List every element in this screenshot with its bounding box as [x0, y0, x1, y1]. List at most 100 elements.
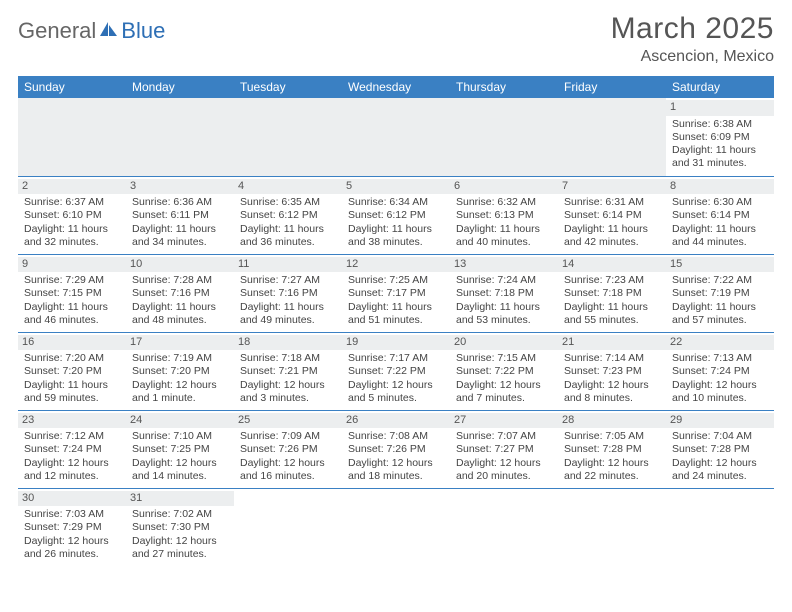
calendar-cell: 2Sunrise: 6:37 AMSunset: 6:10 PMDaylight…	[18, 176, 126, 254]
sunset-text: Sunset: 6:14 PM	[672, 209, 768, 222]
location-label: Ascencion, Mexico	[611, 48, 774, 66]
daylight1-text: Daylight: 11 hours	[132, 223, 228, 236]
sunset-text: Sunset: 6:12 PM	[348, 209, 444, 222]
day-number: 27	[450, 413, 558, 429]
calendar-body: 1Sunrise: 6:38 AMSunset: 6:09 PMDaylight…	[18, 98, 774, 566]
daylight1-text: Daylight: 12 hours	[672, 379, 768, 392]
daylight1-text: Daylight: 12 hours	[564, 379, 660, 392]
daylight2-text: and 46 minutes.	[24, 314, 120, 327]
sunset-text: Sunset: 7:25 PM	[132, 443, 228, 456]
daylight1-text: Daylight: 12 hours	[132, 379, 228, 392]
sunset-text: Sunset: 7:18 PM	[564, 287, 660, 300]
daylight1-text: Daylight: 12 hours	[672, 457, 768, 470]
day-number: 10	[126, 257, 234, 273]
calendar-cell: 21Sunrise: 7:14 AMSunset: 7:23 PMDayligh…	[558, 332, 666, 410]
calendar-row: 9Sunrise: 7:29 AMSunset: 7:15 PMDaylight…	[18, 254, 774, 332]
sunrise-text: Sunrise: 7:17 AM	[348, 352, 444, 365]
calendar-table: Sunday Monday Tuesday Wednesday Thursday…	[18, 76, 774, 566]
sunrise-text: Sunrise: 6:32 AM	[456, 196, 552, 209]
sunset-text: Sunset: 7:22 PM	[456, 365, 552, 378]
calendar-cell: 28Sunrise: 7:05 AMSunset: 7:28 PMDayligh…	[558, 410, 666, 488]
daylight1-text: Daylight: 11 hours	[132, 301, 228, 314]
calendar-cell: 26Sunrise: 7:08 AMSunset: 7:26 PMDayligh…	[342, 410, 450, 488]
calendar-cell: 29Sunrise: 7:04 AMSunset: 7:28 PMDayligh…	[666, 410, 774, 488]
day-number: 12	[342, 257, 450, 273]
brand-part2: Blue	[121, 18, 165, 44]
sunrise-text: Sunrise: 7:15 AM	[456, 352, 552, 365]
title-block: March 2025 Ascencion, Mexico	[611, 12, 774, 66]
sunset-text: Sunset: 7:28 PM	[672, 443, 768, 456]
sunrise-text: Sunrise: 6:31 AM	[564, 196, 660, 209]
sunrise-text: Sunrise: 7:25 AM	[348, 274, 444, 287]
calendar-cell: 19Sunrise: 7:17 AMSunset: 7:22 PMDayligh…	[342, 332, 450, 410]
day-number: 16	[18, 335, 126, 351]
calendar-cell	[558, 488, 666, 566]
header: General Blue March 2025 Ascencion, Mexic…	[18, 12, 774, 66]
daylight2-text: and 26 minutes.	[24, 548, 120, 561]
day-number: 9	[18, 257, 126, 273]
day-number: 3	[126, 179, 234, 195]
calendar-cell: 24Sunrise: 7:10 AMSunset: 7:25 PMDayligh…	[126, 410, 234, 488]
sunset-text: Sunset: 7:22 PM	[348, 365, 444, 378]
daylight1-text: Daylight: 12 hours	[132, 457, 228, 470]
calendar-cell: 11Sunrise: 7:27 AMSunset: 7:16 PMDayligh…	[234, 254, 342, 332]
daylight2-text: and 32 minutes.	[24, 236, 120, 249]
sunset-text: Sunset: 6:12 PM	[240, 209, 336, 222]
day-number: 19	[342, 335, 450, 351]
daylight1-text: Daylight: 11 hours	[24, 301, 120, 314]
day-number: 24	[126, 413, 234, 429]
day-number: 13	[450, 257, 558, 273]
daylight2-text: and 53 minutes.	[456, 314, 552, 327]
sunset-text: Sunset: 7:16 PM	[132, 287, 228, 300]
sunrise-text: Sunrise: 7:29 AM	[24, 274, 120, 287]
daylight2-text: and 40 minutes.	[456, 236, 552, 249]
sunrise-text: Sunrise: 7:09 AM	[240, 430, 336, 443]
daylight2-text: and 48 minutes.	[132, 314, 228, 327]
daylight2-text: and 42 minutes.	[564, 236, 660, 249]
day-number: 17	[126, 335, 234, 351]
calendar-cell: 23Sunrise: 7:12 AMSunset: 7:24 PMDayligh…	[18, 410, 126, 488]
day-number: 21	[558, 335, 666, 351]
calendar-cell: 5Sunrise: 6:34 AMSunset: 6:12 PMDaylight…	[342, 176, 450, 254]
sunset-text: Sunset: 7:15 PM	[24, 287, 120, 300]
daylight1-text: Daylight: 11 hours	[564, 301, 660, 314]
calendar-cell: 31Sunrise: 7:02 AMSunset: 7:30 PMDayligh…	[126, 488, 234, 566]
daylight1-text: Daylight: 12 hours	[564, 457, 660, 470]
daylight2-text: and 5 minutes.	[348, 392, 444, 405]
daylight2-text: and 57 minutes.	[672, 314, 768, 327]
sunset-text: Sunset: 7:28 PM	[564, 443, 660, 456]
daylight2-text: and 20 minutes.	[456, 470, 552, 483]
calendar-cell: 16Sunrise: 7:20 AMSunset: 7:20 PMDayligh…	[18, 332, 126, 410]
calendar-cell	[126, 98, 234, 176]
sunrise-text: Sunrise: 7:23 AM	[564, 274, 660, 287]
sunset-text: Sunset: 6:13 PM	[456, 209, 552, 222]
daylight2-text: and 51 minutes.	[348, 314, 444, 327]
daylight1-text: Daylight: 11 hours	[24, 223, 120, 236]
daylight2-text: and 16 minutes.	[240, 470, 336, 483]
brand-logo: General Blue	[18, 18, 165, 44]
calendar-cell: 1Sunrise: 6:38 AMSunset: 6:09 PMDaylight…	[666, 98, 774, 176]
sunset-text: Sunset: 6:11 PM	[132, 209, 228, 222]
sunrise-text: Sunrise: 7:10 AM	[132, 430, 228, 443]
sunrise-text: Sunrise: 6:37 AM	[24, 196, 120, 209]
daylight2-text: and 7 minutes.	[456, 392, 552, 405]
day-number: 25	[234, 413, 342, 429]
day-number: 31	[126, 491, 234, 507]
day-number: 5	[342, 179, 450, 195]
calendar-cell: 6Sunrise: 6:32 AMSunset: 6:13 PMDaylight…	[450, 176, 558, 254]
daylight1-text: Daylight: 12 hours	[348, 457, 444, 470]
sunset-text: Sunset: 7:24 PM	[24, 443, 120, 456]
sunrise-text: Sunrise: 7:07 AM	[456, 430, 552, 443]
weekday-header: Monday	[126, 76, 234, 98]
day-number: 30	[18, 491, 126, 507]
day-number: 22	[666, 335, 774, 351]
day-number: 29	[666, 413, 774, 429]
sunrise-text: Sunrise: 6:35 AM	[240, 196, 336, 209]
day-number: 7	[558, 179, 666, 195]
sunrise-text: Sunrise: 7:02 AM	[132, 508, 228, 521]
weekday-header-row: Sunday Monday Tuesday Wednesday Thursday…	[18, 76, 774, 98]
daylight1-text: Daylight: 11 hours	[456, 301, 552, 314]
daylight1-text: Daylight: 11 hours	[348, 223, 444, 236]
daylight2-text: and 22 minutes.	[564, 470, 660, 483]
daylight1-text: Daylight: 11 hours	[348, 301, 444, 314]
